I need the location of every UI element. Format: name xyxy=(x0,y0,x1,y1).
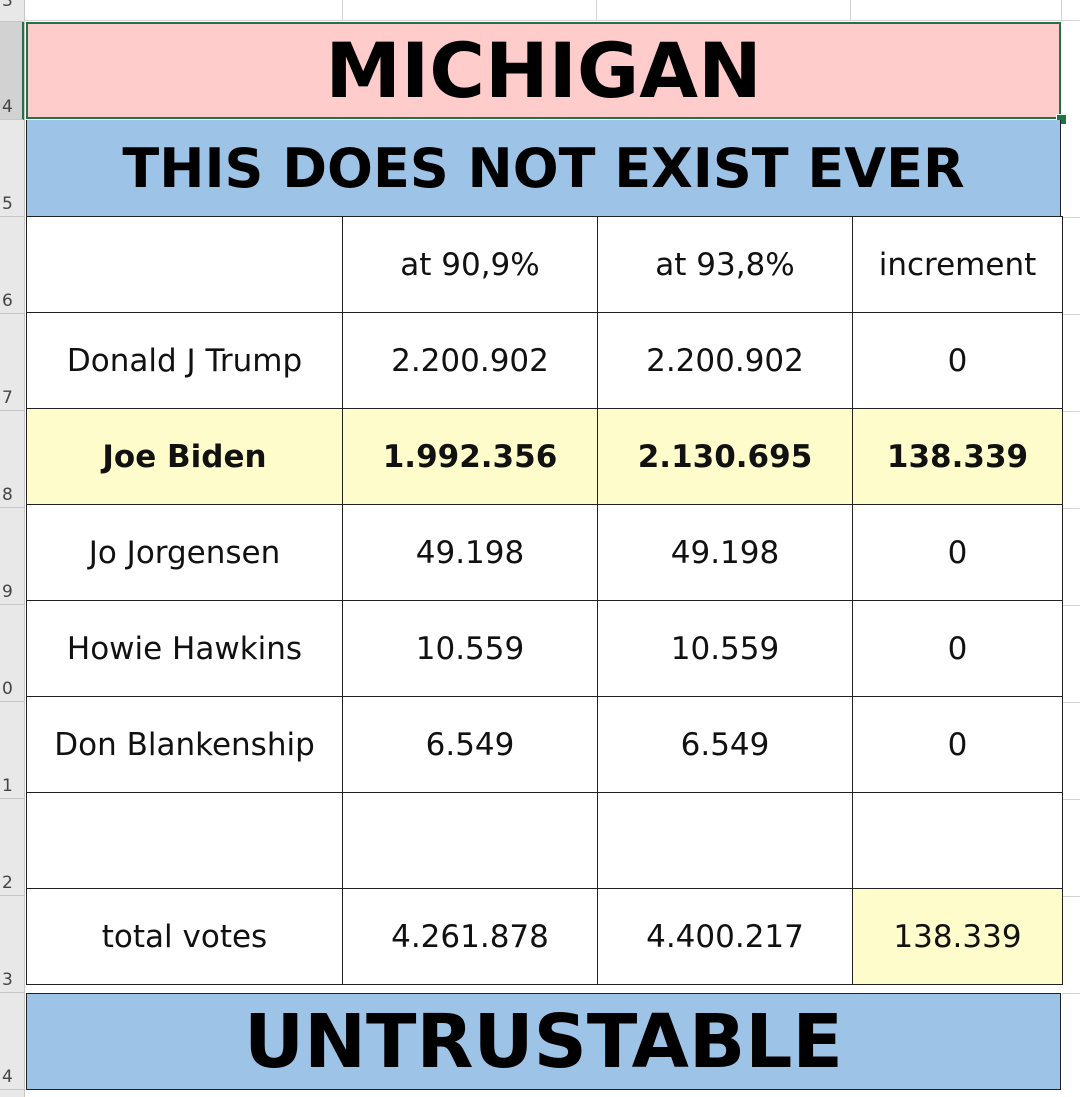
table-header-row: at 90,9% at 93,8% increment xyxy=(26,216,1063,313)
table-row: Don Blankenship 6.549 6.549 0 xyxy=(26,696,1063,793)
subtitle-cell[interactable]: THIS DOES NOT EXIST EVER xyxy=(26,120,1061,217)
votes-at-93-8-cell[interactable]: 2.200.902 xyxy=(597,312,853,409)
fill-handle[interactable] xyxy=(1056,114,1067,125)
candidate-name-cell[interactable]: Howie Hawkins xyxy=(26,600,343,697)
title-cell[interactable]: MICHIGAN xyxy=(26,22,1061,119)
empty-cell[interactable] xyxy=(597,792,853,889)
row-number: 4 xyxy=(2,97,13,117)
title-text: MICHIGAN xyxy=(325,26,762,115)
total-at-90-9-cell[interactable]: 4.261.878 xyxy=(342,888,598,985)
row-header-selected[interactable]: 4 xyxy=(0,22,24,120)
table-row-empty xyxy=(26,792,1063,889)
gridline xyxy=(1062,896,1080,897)
total-increment-cell[interactable]: 138.339 xyxy=(852,888,1063,985)
gridline xyxy=(1062,411,1080,412)
table-row: Howie Hawkins 10.559 10.559 0 xyxy=(26,600,1063,697)
gridline xyxy=(342,0,343,20)
row-number: 1 xyxy=(2,776,13,796)
increment-cell[interactable]: 0 xyxy=(852,600,1063,697)
row-header[interactable]: 0 xyxy=(0,605,24,702)
candidate-name-cell[interactable]: Joe Biden xyxy=(26,408,343,505)
subtitle-text: THIS DOES NOT EXIST EVER xyxy=(122,136,965,200)
row-header[interactable]: 1 xyxy=(0,702,24,799)
row-number: 5 xyxy=(2,194,13,214)
increment-cell[interactable]: 0 xyxy=(852,504,1063,601)
row-number: 8 xyxy=(2,485,13,505)
row-header[interactable]: 2 xyxy=(0,799,24,896)
gridline xyxy=(1062,993,1080,994)
candidate-name-cell[interactable]: Don Blankenship xyxy=(26,696,343,793)
header-cell-at-90-9[interactable]: at 90,9% xyxy=(342,216,598,313)
row-header-column: 3 4 5 6 7 8 9 0 1 2 3 4 xyxy=(0,0,25,1097)
gridline xyxy=(1062,314,1080,315)
increment-cell[interactable]: 138.339 xyxy=(852,408,1063,505)
footer-text: UNTRUSTABLE xyxy=(244,998,843,1085)
row-number: 2 xyxy=(2,873,13,893)
gridline xyxy=(596,0,597,20)
gridline xyxy=(1062,799,1080,800)
row-header[interactable]: 9 xyxy=(0,508,24,605)
footer-cell[interactable]: UNTRUSTABLE xyxy=(26,993,1061,1090)
increment-cell[interactable]: 0 xyxy=(852,312,1063,409)
row-header[interactable]: 3 xyxy=(0,0,24,22)
total-votes-label-cell[interactable]: total votes xyxy=(26,888,343,985)
table-row: Jo Jorgensen 49.198 49.198 0 xyxy=(26,504,1063,601)
empty-cell[interactable] xyxy=(26,792,343,889)
gridline xyxy=(1062,217,1080,218)
row-header[interactable]: 8 xyxy=(0,411,24,508)
row-number: 6 xyxy=(2,291,13,311)
row-header[interactable]: 4 xyxy=(0,993,24,1090)
table-row: Donald J Trump 2.200.902 2.200.902 0 xyxy=(26,312,1063,409)
votes-table: at 90,9% at 93,8% increment Donald J Tru… xyxy=(26,216,1063,985)
gridline xyxy=(1062,508,1080,509)
gridlines-right xyxy=(1062,0,1080,1097)
row-header[interactable]: 3 xyxy=(0,896,24,993)
row-header[interactable]: 5 xyxy=(0,120,24,217)
gridline xyxy=(1062,605,1080,606)
row-number: 9 xyxy=(2,582,13,602)
row-number: 4 xyxy=(2,1067,13,1087)
votes-at-90-9-cell[interactable]: 1.992.356 xyxy=(342,408,598,505)
empty-cell[interactable] xyxy=(852,792,1063,889)
gridlines-top xyxy=(24,0,1080,21)
row-header[interactable]: 6 xyxy=(0,217,24,314)
gridline xyxy=(850,0,851,20)
votes-at-93-8-cell[interactable]: 10.559 xyxy=(597,600,853,697)
header-cell-increment[interactable]: increment xyxy=(852,216,1063,313)
candidate-name-cell[interactable]: Jo Jorgensen xyxy=(26,504,343,601)
header-cell-empty[interactable] xyxy=(26,216,343,313)
total-at-93-8-cell[interactable]: 4.400.217 xyxy=(597,888,853,985)
row-header[interactable]: 7 xyxy=(0,314,24,411)
row-number: 7 xyxy=(2,388,13,408)
candidate-name-cell[interactable]: Donald J Trump xyxy=(26,312,343,409)
empty-cell[interactable] xyxy=(342,792,598,889)
votes-at-90-9-cell[interactable]: 49.198 xyxy=(342,504,598,601)
increment-cell[interactable]: 0 xyxy=(852,696,1063,793)
table-row-total: total votes 4.261.878 4.400.217 138.339 xyxy=(26,888,1063,985)
votes-at-93-8-cell[interactable]: 2.130.695 xyxy=(597,408,853,505)
row-number: 0 xyxy=(2,679,13,699)
table-row-highlighted: Joe Biden 1.992.356 2.130.695 138.339 xyxy=(26,408,1063,505)
votes-at-93-8-cell[interactable]: 49.198 xyxy=(597,504,853,601)
votes-at-90-9-cell[interactable]: 2.200.902 xyxy=(342,312,598,409)
row-number: 3 xyxy=(2,0,13,11)
header-cell-at-93-8[interactable]: at 93,8% xyxy=(597,216,853,313)
votes-at-90-9-cell[interactable]: 6.549 xyxy=(342,696,598,793)
gridline xyxy=(1061,0,1062,20)
gridline xyxy=(1062,702,1080,703)
votes-at-93-8-cell[interactable]: 6.549 xyxy=(597,696,853,793)
votes-at-90-9-cell[interactable]: 10.559 xyxy=(342,600,598,697)
row-number: 3 xyxy=(2,970,13,990)
